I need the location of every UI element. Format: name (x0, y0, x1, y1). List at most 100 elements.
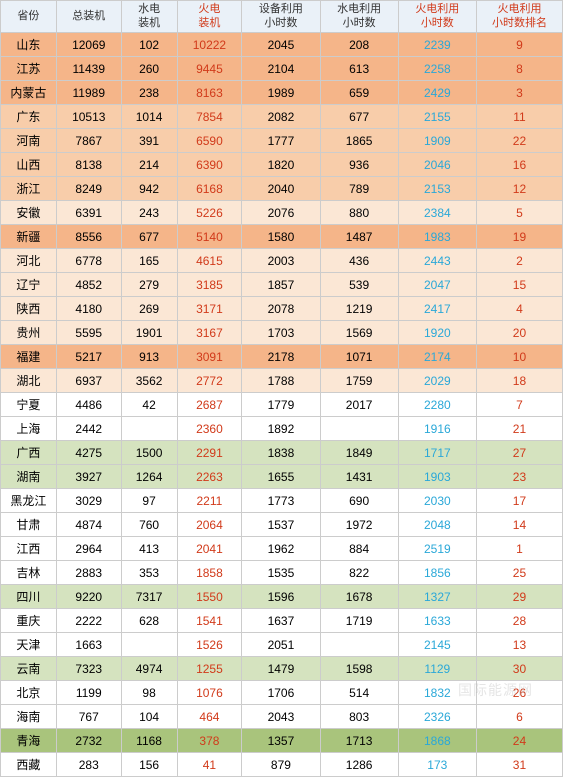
cell: 新疆 (1, 225, 57, 249)
cell: 2211 (177, 489, 242, 513)
cell: 18 (476, 369, 562, 393)
cell: 30 (476, 657, 562, 681)
cell: 上海 (1, 417, 57, 441)
cell: 广东 (1, 105, 57, 129)
cell: 413 (121, 537, 177, 561)
cell: 1071 (320, 345, 398, 369)
cell: 1580 (242, 225, 320, 249)
cell: 913 (121, 345, 177, 369)
cell: 880 (320, 201, 398, 225)
cell: 吉林 (1, 561, 57, 585)
cell: 3927 (56, 465, 121, 489)
cell: 7 (476, 393, 562, 417)
cell: 4275 (56, 441, 121, 465)
cell: 27 (476, 441, 562, 465)
cell: 1916 (398, 417, 476, 441)
cell: 879 (242, 753, 320, 777)
header-col-3: 火电装机 (177, 1, 242, 33)
cell: 436 (320, 249, 398, 273)
cell: 6 (476, 705, 562, 729)
cell: 1779 (242, 393, 320, 417)
cell: 1569 (320, 321, 398, 345)
cell: 789 (320, 177, 398, 201)
cell: 628 (121, 609, 177, 633)
cell: 2046 (398, 153, 476, 177)
cell: 884 (320, 537, 398, 561)
cell: 8 (476, 57, 562, 81)
cell: 1286 (320, 753, 398, 777)
cell: 11 (476, 105, 562, 129)
cell: 2280 (398, 393, 476, 417)
table-row: 湖北69373562277217881759202918 (1, 369, 563, 393)
cell: 1989 (242, 81, 320, 105)
cell: 2429 (398, 81, 476, 105)
cell: 3171 (177, 297, 242, 321)
header-col-7: 火电利用小时数排名 (476, 1, 562, 33)
cell: 2047 (398, 273, 476, 297)
header-col-4: 设备利用小时数 (242, 1, 320, 33)
table-row: 山西813821463901820936204616 (1, 153, 563, 177)
cell: 4486 (56, 393, 121, 417)
cell: 1500 (121, 441, 177, 465)
cell: 28 (476, 609, 562, 633)
cell: 1655 (242, 465, 320, 489)
cell: 6778 (56, 249, 121, 273)
cell: 1983 (398, 225, 476, 249)
cell: 1703 (242, 321, 320, 345)
cell: 1431 (320, 465, 398, 489)
cell: 1962 (242, 537, 320, 561)
table-row: 吉林288335318581535822185625 (1, 561, 563, 585)
cell: 10 (476, 345, 562, 369)
cell: 2772 (177, 369, 242, 393)
table-row: 山东1206910210222204520822399 (1, 33, 563, 57)
table-row: 湖南39271264226316551431190323 (1, 465, 563, 489)
cell: 822 (320, 561, 398, 585)
cell: 1788 (242, 369, 320, 393)
cell: 5 (476, 201, 562, 225)
cell: 4852 (56, 273, 121, 297)
cell: 湖南 (1, 465, 57, 489)
cell: 江西 (1, 537, 57, 561)
header-col-0: 省份 (1, 1, 57, 33)
cell: 14 (476, 513, 562, 537)
cell: 1832 (398, 681, 476, 705)
cell: 1637 (242, 609, 320, 633)
cell: 2043 (242, 705, 320, 729)
cell: 11439 (56, 57, 121, 81)
cell: 北京 (1, 681, 57, 705)
cell: 1868 (398, 729, 476, 753)
cell: 山东 (1, 33, 57, 57)
table-row: 云南73234974125514791598112930 (1, 657, 563, 681)
table-row: 新疆8556677514015801487198319 (1, 225, 563, 249)
cell: 1706 (242, 681, 320, 705)
cell: 3091 (177, 345, 242, 369)
cell: 17 (476, 489, 562, 513)
cell (320, 417, 398, 441)
cell: 19 (476, 225, 562, 249)
cell: 天津 (1, 633, 57, 657)
cell: 2263 (177, 465, 242, 489)
cell: 1901 (121, 321, 177, 345)
cell: 2239 (398, 33, 476, 57)
cell: 464 (177, 705, 242, 729)
table-row: 江西29644132041196288425191 (1, 537, 563, 561)
cell: 1663 (56, 633, 121, 657)
cell: 甘肃 (1, 513, 57, 537)
cell: 3167 (177, 321, 242, 345)
cell: 283 (56, 753, 121, 777)
cell: 391 (121, 129, 177, 153)
cell: 1596 (242, 585, 320, 609)
cell: 2291 (177, 441, 242, 465)
cell: 1535 (242, 561, 320, 585)
cell: 1129 (398, 657, 476, 681)
cell: 5226 (177, 201, 242, 225)
cell: 1541 (177, 609, 242, 633)
cell: 156 (121, 753, 177, 777)
cell: 1678 (320, 585, 398, 609)
cell: 1713 (320, 729, 398, 753)
cell: 1820 (242, 153, 320, 177)
cell: 238 (121, 81, 177, 105)
cell: 42 (121, 393, 177, 417)
cell: 1849 (320, 441, 398, 465)
cell: 9 (476, 33, 562, 57)
